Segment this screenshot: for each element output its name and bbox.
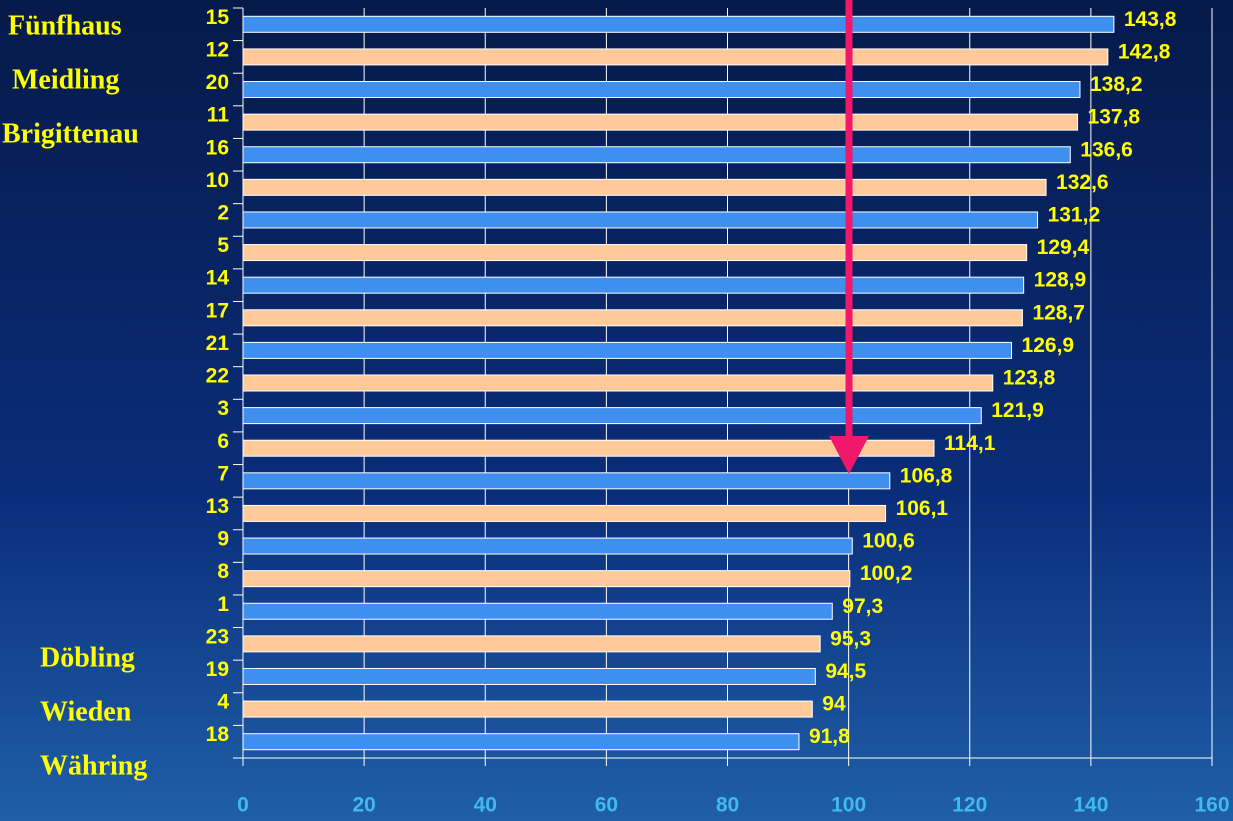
bar bbox=[242, 472, 891, 490]
value-label: 143,8 bbox=[1124, 8, 1177, 31]
bar bbox=[242, 81, 1081, 99]
x-tick-label: 40 bbox=[474, 794, 497, 817]
annotation: Wieden bbox=[40, 696, 132, 727]
y-tick-label: 10 bbox=[206, 169, 229, 192]
x-tick-label: 140 bbox=[1073, 794, 1108, 817]
bar bbox=[242, 733, 800, 751]
value-label: 106,1 bbox=[896, 497, 949, 520]
y-tick-label: 3 bbox=[217, 397, 229, 420]
value-label: 138,2 bbox=[1090, 73, 1143, 96]
bar bbox=[242, 146, 1071, 164]
y-tick-label: 5 bbox=[217, 234, 229, 257]
y-tick-label: 13 bbox=[206, 495, 229, 518]
y-tick-label: 9 bbox=[217, 528, 229, 551]
value-label: 114,1 bbox=[944, 432, 996, 455]
bar bbox=[242, 602, 833, 620]
value-label: 142,8 bbox=[1118, 40, 1171, 63]
y-tick-label: 7 bbox=[217, 462, 229, 485]
value-label: 121,9 bbox=[991, 399, 1044, 422]
y-tick-label: 15 bbox=[206, 6, 230, 29]
y-tick-label: 12 bbox=[206, 38, 229, 61]
value-label: 128,9 bbox=[1034, 269, 1087, 292]
annotation: Fünfhaus bbox=[8, 10, 122, 41]
annotation: Brigittenau bbox=[2, 118, 139, 149]
value-label: 94,5 bbox=[825, 660, 866, 683]
bar bbox=[242, 667, 816, 685]
bar bbox=[242, 178, 1047, 196]
value-label: 91,8 bbox=[809, 725, 850, 748]
value-label: 131,2 bbox=[1048, 204, 1101, 227]
bar bbox=[242, 244, 1028, 262]
bar bbox=[242, 309, 1023, 327]
y-tick-label: 23 bbox=[206, 625, 229, 648]
bar bbox=[242, 439, 935, 457]
value-label: 106,8 bbox=[900, 464, 953, 487]
x-tick-label: 60 bbox=[595, 794, 618, 817]
bar bbox=[242, 700, 813, 718]
bar bbox=[242, 15, 1115, 33]
value-label: 129,4 bbox=[1037, 236, 1090, 259]
bar bbox=[242, 374, 994, 392]
y-tick-label: 8 bbox=[217, 560, 229, 583]
y-tick-label: 11 bbox=[207, 104, 230, 127]
x-tick-label: 0 bbox=[237, 794, 249, 817]
bar bbox=[242, 113, 1079, 131]
y-tick-label: 6 bbox=[217, 430, 229, 453]
value-label: 94 bbox=[822, 693, 846, 716]
annotation: Währing bbox=[40, 750, 147, 781]
bar bbox=[242, 48, 1109, 66]
value-label: 126,9 bbox=[1022, 334, 1075, 357]
y-tick-label: 20 bbox=[206, 71, 229, 94]
y-tick-label: 16 bbox=[206, 136, 229, 159]
bar bbox=[242, 504, 887, 522]
bar bbox=[242, 407, 982, 425]
annotation: Meidling bbox=[12, 64, 119, 95]
y-tick-label: 14 bbox=[206, 267, 230, 290]
value-label: 100,2 bbox=[860, 562, 913, 585]
y-tick-label: 18 bbox=[206, 723, 230, 746]
value-label: 95,3 bbox=[830, 627, 871, 650]
y-tick-label: 2 bbox=[217, 202, 229, 225]
bar bbox=[242, 276, 1025, 294]
value-label: 128,7 bbox=[1032, 301, 1085, 324]
bar bbox=[242, 341, 1013, 359]
y-tick-label: 19 bbox=[206, 658, 229, 681]
value-label: 136,6 bbox=[1080, 138, 1133, 161]
value-label: 132,6 bbox=[1056, 171, 1109, 194]
y-tick-label: 22 bbox=[206, 365, 229, 388]
value-label: 123,8 bbox=[1003, 367, 1056, 390]
bar bbox=[242, 635, 821, 653]
x-tick-label: 160 bbox=[1194, 794, 1229, 817]
value-label: 137,8 bbox=[1088, 106, 1141, 129]
bar bbox=[242, 537, 853, 555]
y-tick-label: 21 bbox=[206, 332, 230, 355]
x-tick-label: 100 bbox=[831, 794, 866, 817]
bar bbox=[242, 570, 851, 588]
y-tick-label: 17 bbox=[206, 299, 229, 322]
bar bbox=[242, 211, 1039, 229]
x-tick-label: 120 bbox=[952, 794, 987, 817]
y-tick-label: 4 bbox=[217, 691, 229, 714]
x-tick-label: 20 bbox=[352, 794, 375, 817]
y-tick-label: 1 bbox=[217, 593, 229, 616]
value-label: 97,3 bbox=[842, 595, 883, 618]
annotation: Döbling bbox=[40, 642, 135, 673]
x-tick-label: 80 bbox=[716, 794, 739, 817]
arrow-head bbox=[829, 436, 869, 474]
value-label: 100,6 bbox=[862, 530, 915, 553]
